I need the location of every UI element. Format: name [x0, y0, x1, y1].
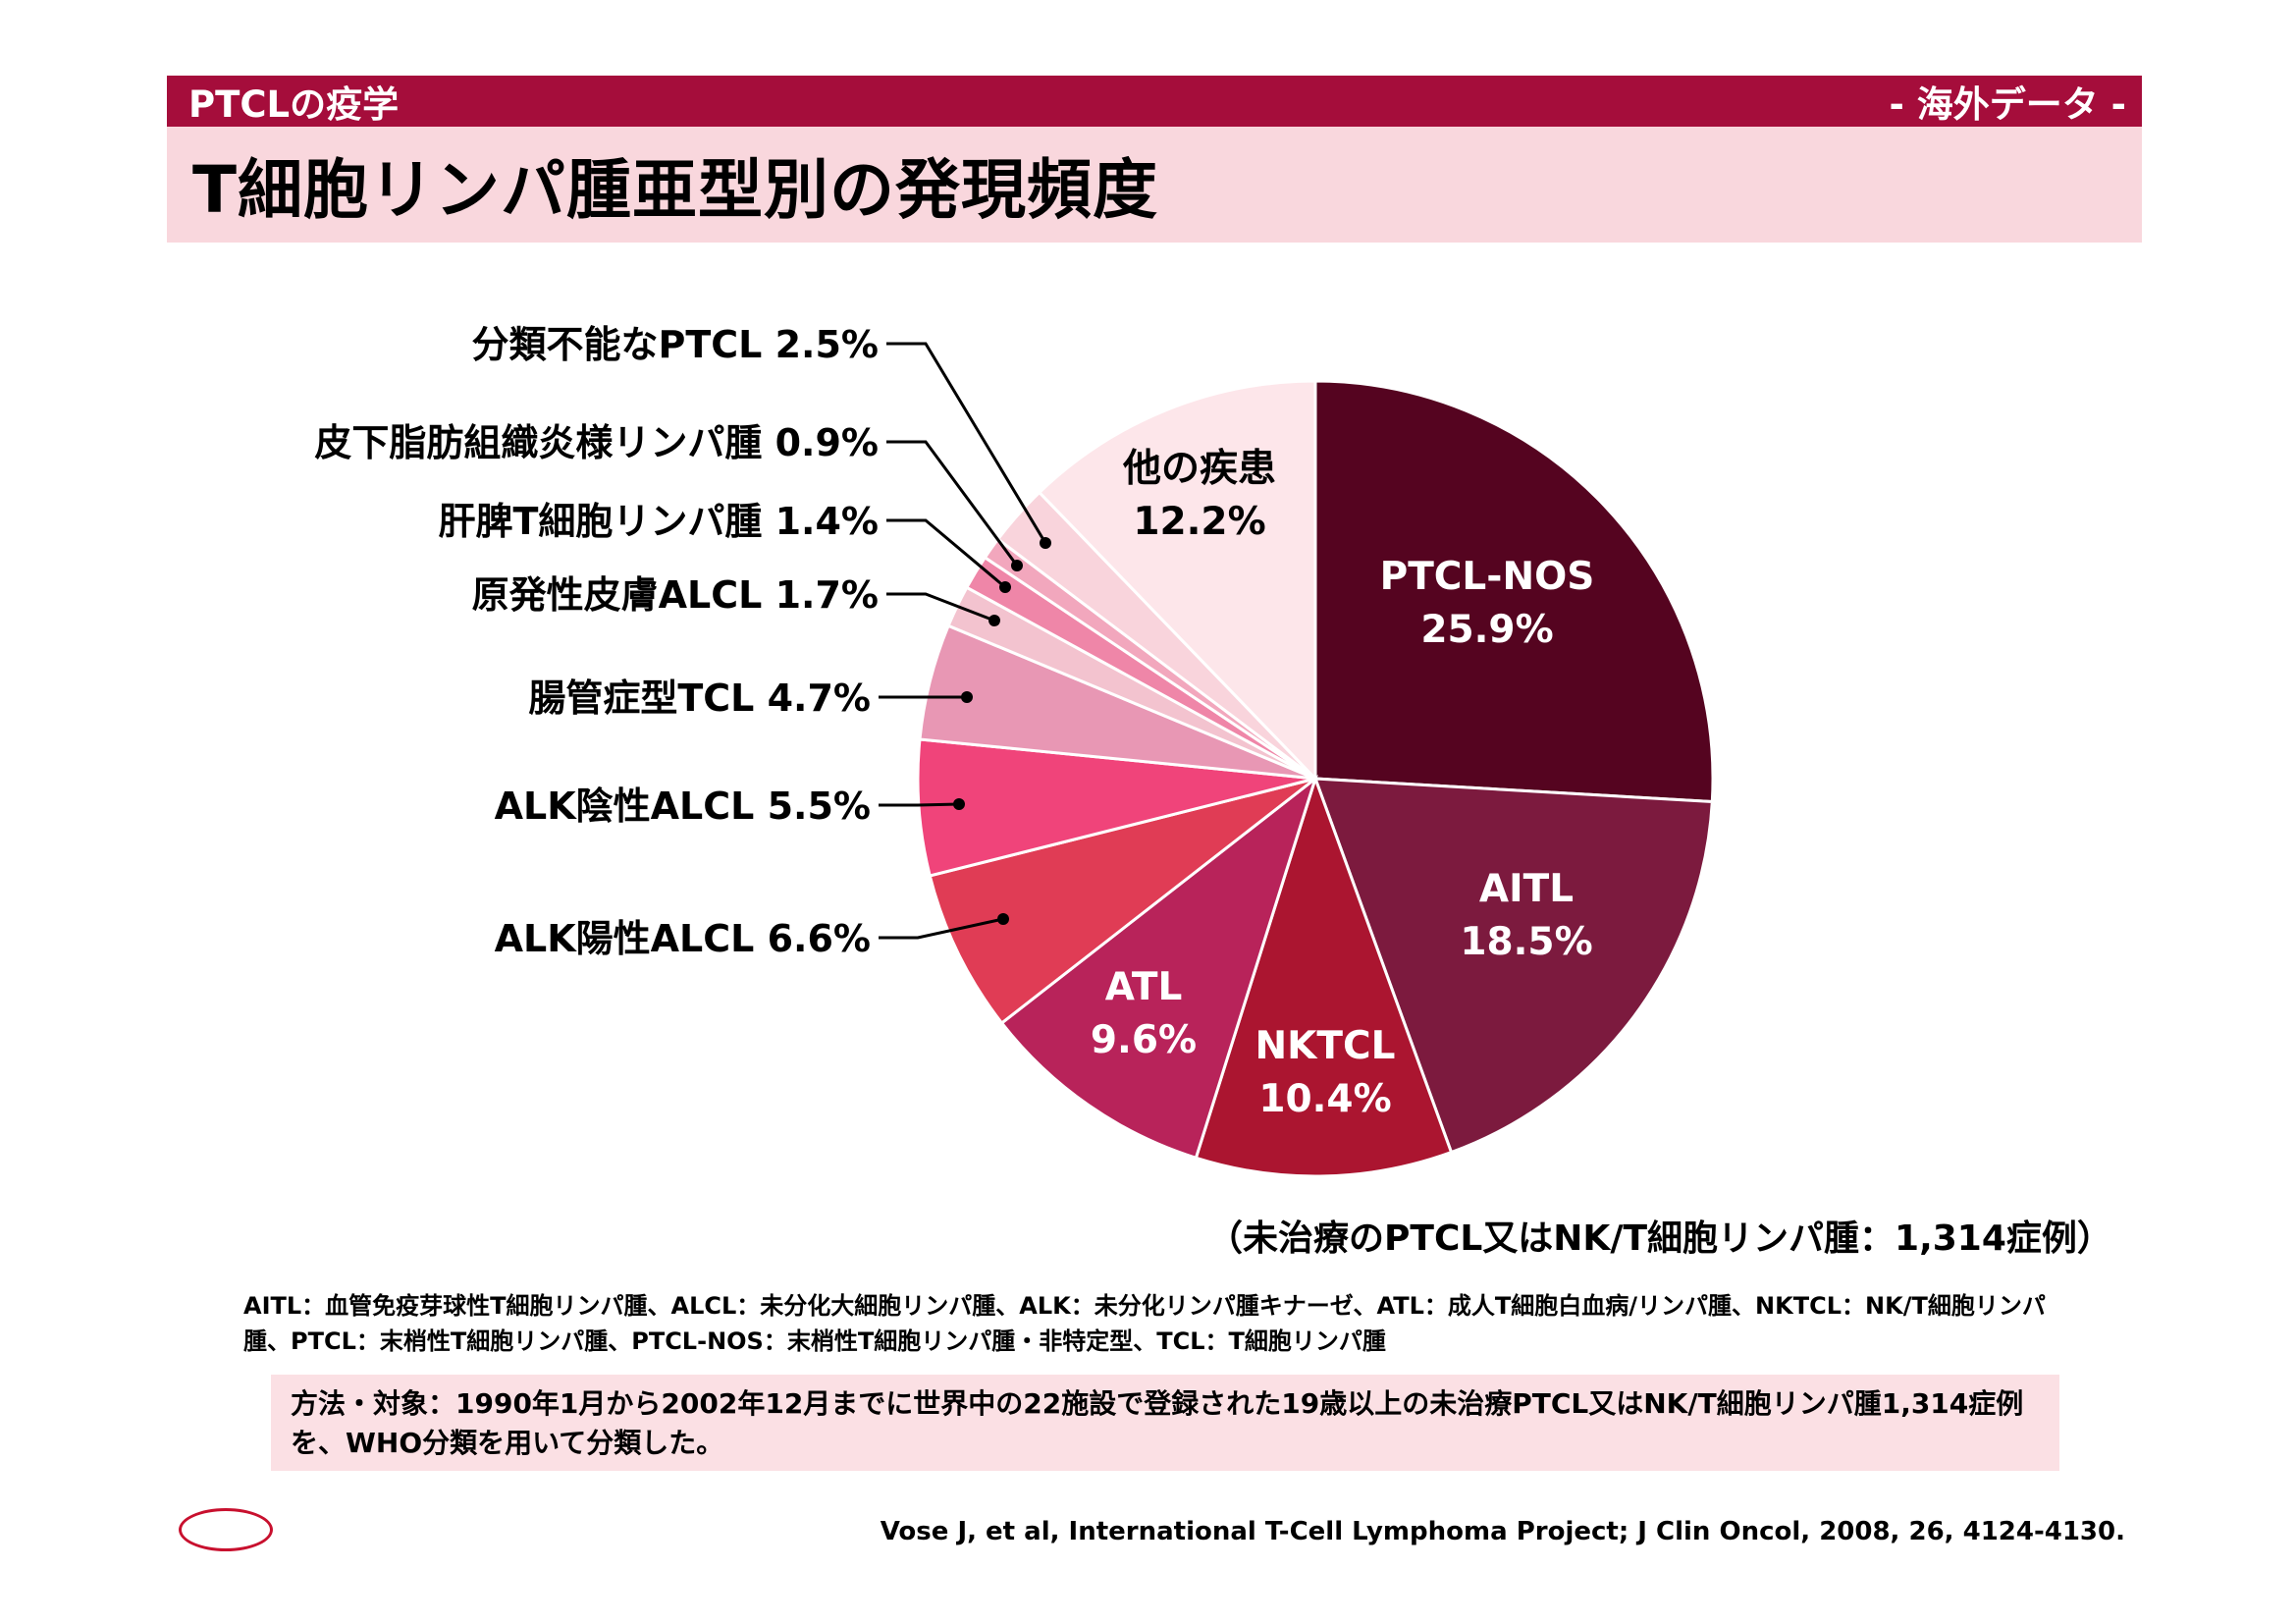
slice-label-aitl: AITL	[1479, 867, 1574, 911]
leader-dot-t	[999, 581, 1011, 593]
leader-line-item	[886, 440, 1019, 567]
leader-dot-item	[1011, 560, 1023, 571]
pie-slice-alk-alcl	[928, 777, 1316, 1026]
leader-line-t	[886, 518, 1006, 589]
leader-dot-tcl	[961, 691, 973, 703]
pie-slice-ptcl-nos	[1313, 379, 1715, 804]
page-title: T細胞リンパ腫亜型別の発現頻度	[192, 152, 1159, 228]
section-title: PTCLの疫学	[188, 83, 400, 126]
abbreviation-notes: AITL：血管免疫芽球性T細胞リンパ腫、ALCL：未分化大細胞リンパ腫、ALK：…	[243, 1292, 2046, 1355]
leader-dot-ptcl	[1040, 537, 1051, 549]
slice-label-item: 他の疾患	[1122, 447, 1276, 491]
pie-slice-alk-alcl	[916, 737, 1316, 878]
leader-line-alk-alcl	[879, 917, 1004, 940]
slice-label-t: 肝脾T細胞リンパ腫 1.4%	[438, 500, 879, 543]
leader-lines	[879, 342, 1051, 940]
pie-slice-nktcl	[1194, 774, 1454, 1178]
pie-slice-item	[1037, 379, 1317, 783]
slice-value-item: 12.2%	[1133, 500, 1265, 544]
slice-value-ptcl-nos: 25.9%	[1420, 608, 1553, 652]
leader-dot-alcl	[988, 615, 1000, 626]
slice-label-alcl: 原発性皮膚ALCL 1.7%	[472, 573, 879, 617]
pie-slices	[916, 379, 1715, 1178]
section-header-bar: PTCLの疫学 - 海外データ -	[167, 76, 2142, 127]
slice-label-alk-alcl: ALK陰性ALCL 5.5%	[495, 785, 871, 828]
title-band: T細胞リンパ腫亜型別の発現頻度	[167, 127, 2142, 243]
slice-label-ptcl: 分類不能なPTCL 2.5%	[472, 323, 880, 366]
case-count-note: （未治療のPTCL又はNK/T細胞リンパ腫：1,314症例）	[1207, 1218, 2112, 1259]
leader-line-alk-alcl	[879, 802, 960, 807]
slice-value-atl: 9.6%	[1091, 1018, 1197, 1062]
slice-labels: PTCL-NOS 25.9% AITL 18.5% NKTCL 10.4% ATL 9.6% A…	[314, 323, 1594, 1121]
leader-line-alcl	[886, 592, 995, 623]
takeda-logo	[179, 1508, 273, 1551]
slice-label-ptcl-nos: PTCL-NOS	[1380, 555, 1595, 599]
slice-label-item: 皮下脂肪組織炎様リンパ腫 0.9%	[314, 421, 879, 464]
slice-value-nktcl: 10.4%	[1258, 1077, 1391, 1121]
citation: Vose J, et al, International T-Cell Lymp…	[880, 1517, 2125, 1546]
leader-line-ptcl	[886, 342, 1047, 544]
leader-dot-alk-alcl	[953, 798, 965, 810]
slice-label-atl: ATL	[1105, 965, 1183, 1009]
slice-value-aitl: 18.5%	[1460, 920, 1592, 964]
pie-slice-atl	[999, 774, 1318, 1161]
pie-slice-aitl	[1312, 777, 1714, 1155]
slice-label-alk-alcl: ALK陽性ALCL 6.6%	[495, 917, 871, 960]
method-box: 方法・対象：1990年1月から2002年12月までに世界中の22施設で登録された…	[271, 1375, 2059, 1471]
leader-dot-alk-alcl	[997, 913, 1009, 925]
slice-label-tcl: 腸管症型TCL 4.7%	[528, 677, 871, 720]
region-tag: - 海外データ -	[1889, 83, 2126, 126]
slice-label-nktcl: NKTCL	[1255, 1024, 1396, 1068]
